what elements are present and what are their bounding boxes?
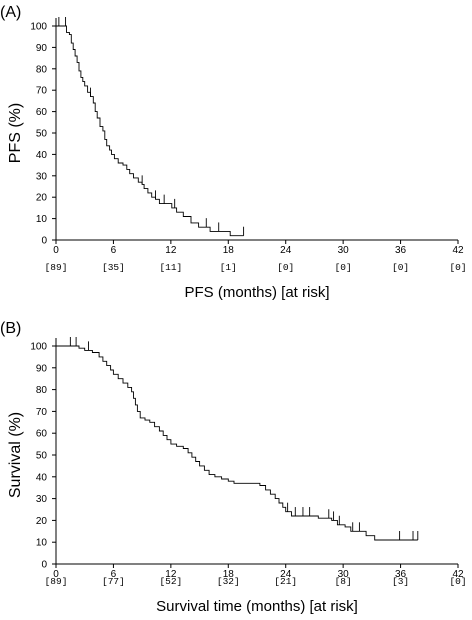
- x-tick-label: 24: [280, 569, 292, 580]
- at-risk-count: [11]: [159, 262, 182, 273]
- x-tick-label: 6: [111, 245, 117, 256]
- y-tick-label: 90: [36, 363, 48, 374]
- x-tick-label: 18: [223, 245, 235, 256]
- y-tick-label: 100: [30, 22, 47, 33]
- at-risk-count: [0]: [449, 576, 466, 587]
- at-risk-count: [32]: [217, 576, 240, 587]
- panel-label: (A): [0, 4, 21, 21]
- y-tick-label: 60: [36, 107, 48, 118]
- at-risk-count: [77]: [102, 576, 125, 587]
- x-tick-label: 42: [452, 569, 464, 580]
- x-tick-label: 30: [338, 569, 350, 580]
- x-tick-label: 30: [338, 245, 350, 256]
- survival-step-curve: [56, 345, 418, 541]
- y-tick-label: 70: [36, 86, 48, 97]
- x-tick-label: 36: [395, 569, 407, 580]
- at-risk-count: [0]: [277, 262, 294, 273]
- y-tick-label: 50: [36, 129, 48, 140]
- y-tick-label: 100: [30, 342, 47, 353]
- at-risk-count: [1]: [220, 262, 237, 273]
- y-tick-label: 30: [36, 494, 48, 505]
- y-tick-label: 20: [36, 193, 48, 204]
- x-tick-label: 18: [223, 569, 235, 580]
- y-axis-title: Survival (%): [7, 412, 24, 498]
- y-tick-label: 0: [41, 560, 47, 571]
- x-tick-label: 36: [395, 245, 407, 256]
- y-axis-title: PFS (%): [7, 103, 24, 163]
- y-tick-label: 40: [36, 150, 48, 161]
- at-risk-count: [3]: [392, 576, 409, 587]
- at-risk-count: [89]: [45, 576, 68, 587]
- x-tick-label: 12: [165, 245, 177, 256]
- y-tick-label: 10: [36, 538, 48, 549]
- y-tick-label: 80: [36, 64, 48, 75]
- y-tick-label: 40: [36, 472, 48, 483]
- y-tick-label: 10: [36, 214, 48, 225]
- at-risk-count: [0]: [392, 262, 409, 273]
- y-tick-label: 20: [36, 516, 48, 527]
- at-risk-count: [0]: [335, 262, 352, 273]
- x-axis-title: PFS (months) [at risk]: [184, 284, 329, 301]
- at-risk-count: [52]: [159, 576, 182, 587]
- at-risk-count: [89]: [45, 262, 68, 273]
- panel-label: (B): [0, 320, 21, 337]
- x-axis-title: Survival time (months) [at risk]: [156, 598, 358, 615]
- at-risk-count: [35]: [102, 262, 125, 273]
- at-risk-count: [21]: [274, 576, 297, 587]
- y-tick-label: 0: [41, 236, 47, 247]
- at-risk-count: [0]: [449, 262, 466, 273]
- x-tick-label: 12: [165, 569, 177, 580]
- x-tick-label: 24: [280, 245, 292, 256]
- y-tick-label: 80: [36, 385, 48, 396]
- y-tick-label: 70: [36, 407, 48, 418]
- x-tick-label: 0: [53, 569, 59, 580]
- x-tick-label: 0: [53, 245, 59, 256]
- x-tick-label: 42: [452, 245, 464, 256]
- y-tick-label: 90: [36, 43, 48, 54]
- x-tick-label: 6: [111, 569, 117, 580]
- y-tick-label: 50: [36, 451, 48, 462]
- at-risk-count: [8]: [335, 576, 352, 587]
- survival-step-curve: [56, 25, 244, 237]
- y-tick-label: 60: [36, 429, 48, 440]
- y-tick-label: 30: [36, 171, 48, 182]
